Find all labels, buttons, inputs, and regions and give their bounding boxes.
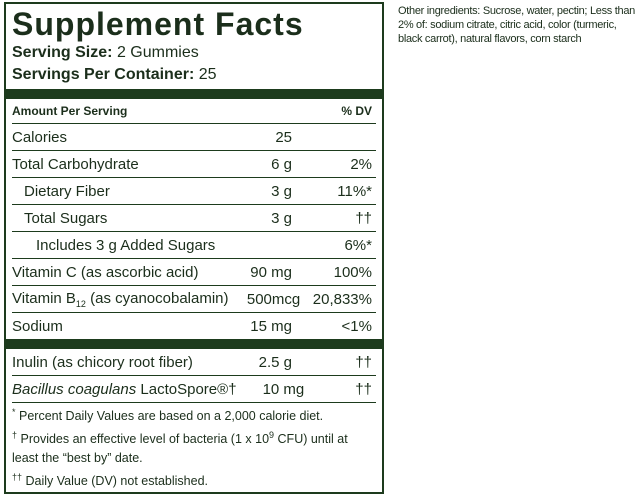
footnote-mark: † bbox=[12, 430, 18, 441]
footnote: * Percent Daily Values are based on a 2,… bbox=[12, 403, 376, 426]
amount: 2.5 g bbox=[258, 353, 292, 371]
divider-bar bbox=[6, 89, 382, 99]
daily-value: †† bbox=[355, 209, 372, 227]
daily-value: †† bbox=[355, 353, 372, 371]
nutrient-name: Includes 3 g Added Sugars bbox=[12, 237, 215, 254]
nutrient-name: Total Sugars bbox=[12, 210, 212, 227]
footnote-text: Percent Daily Values are based on a 2,00… bbox=[19, 409, 324, 424]
nutrient-name: Sodium bbox=[12, 318, 212, 335]
amount: 15 mg bbox=[250, 317, 292, 335]
nutrient-row: Includes 3 g Added Sugars 6%* bbox=[12, 232, 376, 259]
footnote: † Provides an effective level of bacteri… bbox=[12, 426, 376, 468]
other-ingredients-label: Other ingredients: bbox=[398, 5, 481, 17]
footnote-rest: CFU) until at least the “best by” date. bbox=[12, 432, 348, 466]
nutrient-name: Calories bbox=[12, 129, 212, 146]
nutrient-row: Vitamin C (as ascorbic acid) 90 mg 100% bbox=[12, 259, 376, 286]
name-text: Vitamin B bbox=[12, 289, 76, 307]
nutrient-row: Vitamin B12 (as cyanocobalamin) 500mcg 20,… bbox=[12, 286, 376, 313]
nutrient-name: Bacillus coagulans LactoSpore®† bbox=[12, 381, 237, 398]
nutrient-row: Bacillus coagulans LactoSpore®† 10 mg †† bbox=[12, 376, 376, 403]
other-ingredients: Other ingredients: Sucrose, water, pecti… bbox=[398, 4, 636, 46]
title: Supplement Facts bbox=[12, 6, 304, 42]
daily-value: <1% bbox=[341, 317, 372, 335]
header-amount: Amount Per Serving bbox=[12, 104, 128, 118]
daily-value: 20,833% bbox=[312, 290, 372, 308]
daily-value: 11%* bbox=[337, 182, 372, 200]
nutrient-name: Vitamin B12 (as cyanocobalamin) bbox=[12, 290, 229, 309]
name-text: Vitamin C (as ascorbic acid) bbox=[12, 263, 199, 281]
daily-value: †† bbox=[355, 380, 372, 398]
name-text: Total Carbohydrate bbox=[12, 155, 139, 173]
other-ingredients-text: Sucrose, water, pectin; Less than 2% of:… bbox=[398, 5, 635, 45]
daily-value: 100% bbox=[333, 263, 372, 281]
name-text: Calories bbox=[12, 128, 68, 146]
servings-per-container: Servings Per Container: 25 bbox=[12, 64, 376, 86]
nutrient-name: Dietary Fiber bbox=[12, 183, 212, 200]
nutrient-name: Inulin (as chicory root fiber) bbox=[12, 354, 212, 371]
daily-value: 2% bbox=[350, 155, 372, 173]
nutrient-name: Total Carbohydrate bbox=[12, 156, 212, 173]
name-rest: LactoSpore®† bbox=[140, 380, 237, 398]
footnotes: * Percent Daily Values are based on a 2,… bbox=[12, 403, 376, 491]
amount: 500mcg bbox=[246, 290, 301, 308]
name-text: Includes 3 g Added Sugars bbox=[36, 236, 216, 254]
name-text: Total Sugars bbox=[24, 209, 108, 227]
divider-bar bbox=[6, 339, 382, 349]
serving-size-label: Serving Size: bbox=[12, 44, 113, 61]
amount: 90 mg bbox=[250, 263, 292, 281]
footnote-text: Daily Value (DV) not established. bbox=[25, 474, 209, 489]
footnote-sup: 9 bbox=[269, 430, 275, 441]
nutrient-row: Calories 25 bbox=[12, 124, 376, 151]
header-row: Amount Per Serving % DV bbox=[12, 99, 376, 124]
name-rest: (as cyanocobalamin) bbox=[90, 289, 229, 307]
nutrient-row: Dietary Fiber 3 g 11%* bbox=[12, 178, 376, 205]
nutrient-row: Inulin (as chicory root fiber) 2.5 g †† bbox=[12, 349, 376, 376]
name-text: Sodium bbox=[12, 317, 63, 335]
nutrient-row: Total Sugars 3 g †† bbox=[12, 205, 376, 232]
servings-value: 25 bbox=[198, 66, 217, 83]
serving-size-value: 2 Gummies bbox=[116, 44, 199, 61]
nutrient-row: Total Carbohydrate 6 g 2% bbox=[12, 151, 376, 178]
nutrient-row: Sodium 15 mg <1% bbox=[12, 313, 376, 340]
amount: 10 mg bbox=[262, 380, 305, 398]
servings-label: Servings Per Container: bbox=[12, 66, 195, 83]
nutrient-name: Vitamin C (as ascorbic acid) bbox=[12, 264, 212, 281]
header-dv: % DV bbox=[341, 104, 372, 118]
amount: 6 g bbox=[271, 155, 292, 173]
footnote-text: Provides an effective level of bacteria … bbox=[20, 432, 270, 447]
name-text: Inulin (as chicory root fiber) bbox=[12, 353, 193, 371]
amount: 25 bbox=[275, 128, 292, 146]
name-text: Bacillus coagulans bbox=[12, 380, 137, 398]
name-subscript: 12 bbox=[75, 298, 86, 309]
footnote: †† Daily Value (DV) not established. bbox=[12, 468, 376, 491]
amount: 3 g bbox=[271, 182, 292, 200]
supplement-facts-label: Supplement Facts Serving Size: 2 Gummies… bbox=[4, 2, 384, 494]
amount: 3 g bbox=[271, 209, 292, 227]
footnote-mark: †† bbox=[12, 472, 23, 483]
rows: Calories 25 Total Carbohydrate 6 g 2% Dietary… bbox=[6, 124, 382, 403]
serving-size: Serving Size: 2 Gummies bbox=[12, 42, 376, 64]
name-text: Dietary Fiber bbox=[24, 182, 110, 200]
footnote-mark: * bbox=[12, 407, 16, 417]
daily-value: 6%* bbox=[344, 236, 372, 254]
